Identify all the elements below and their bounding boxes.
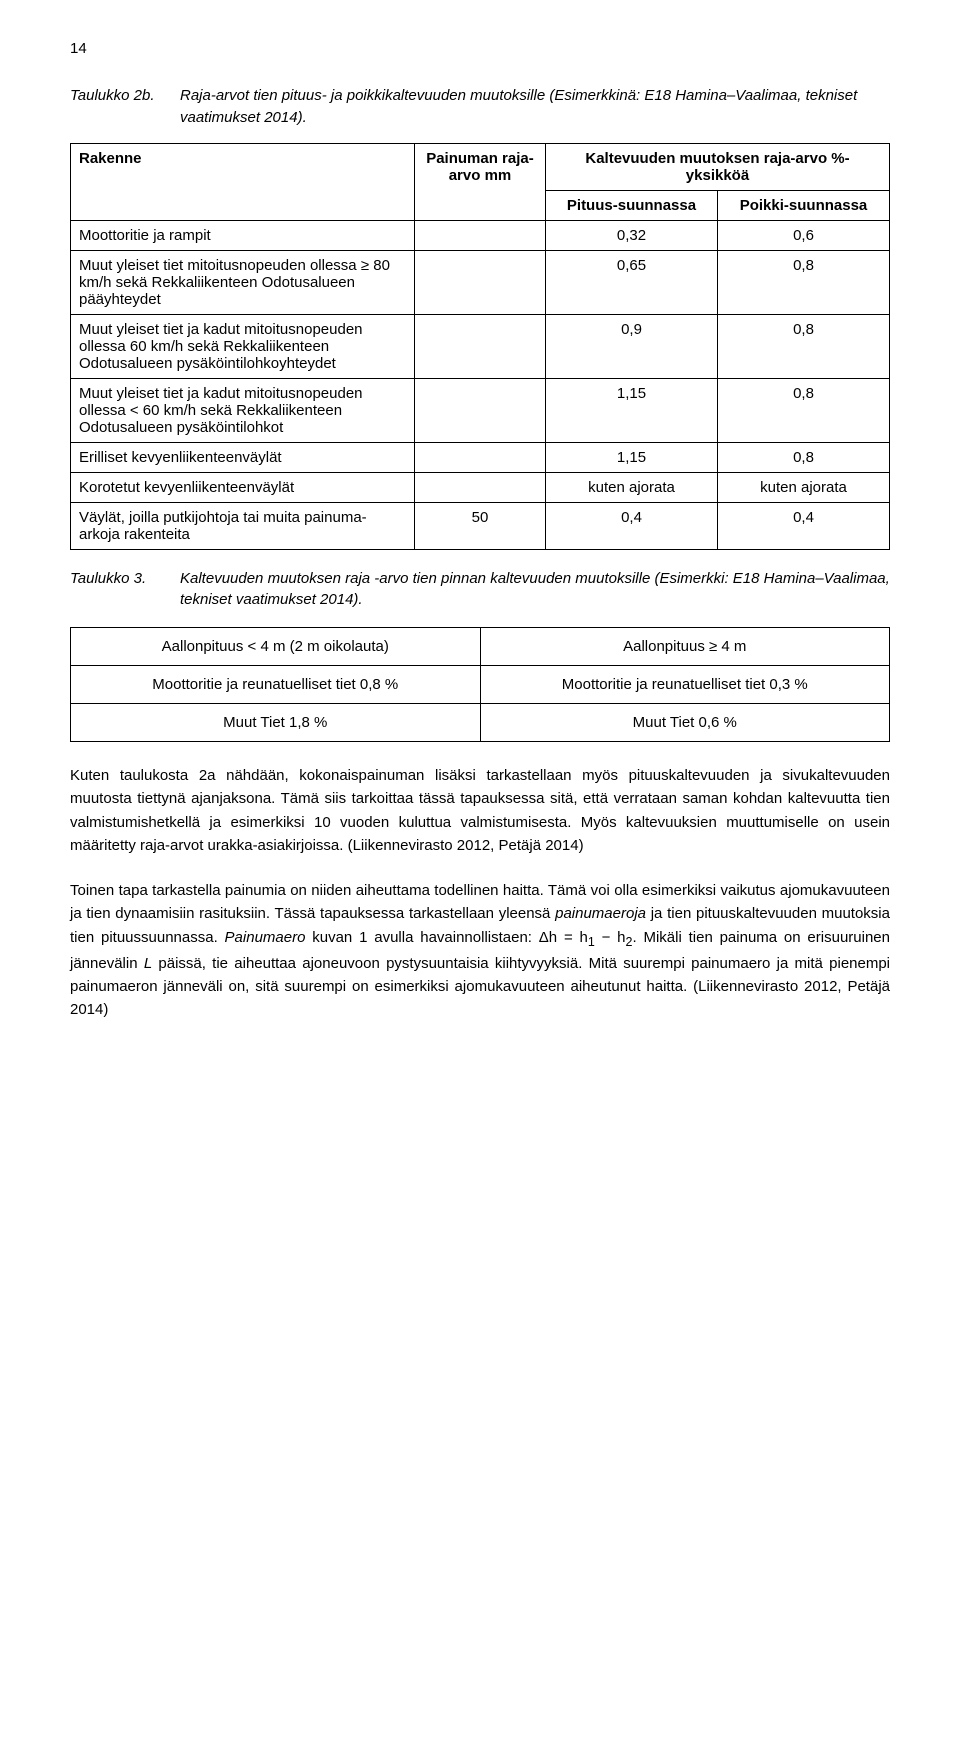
table-3-caption: Taulukko 3. Kaltevuuden muutoksen raja -…	[70, 568, 890, 612]
cell: 0,8	[717, 250, 889, 314]
text: päissä, tie aiheuttaa ajoneuvoon pystysu…	[70, 955, 890, 1019]
cell	[414, 378, 545, 442]
cell: 0,65	[546, 250, 718, 314]
table-row: Muut Tiet 1,8 % Muut Tiet 0,6 %	[71, 704, 890, 742]
cell: 1,15	[546, 378, 718, 442]
cell: 0,8	[717, 378, 889, 442]
header-rakenne: Rakenne	[71, 143, 415, 220]
cell: 50	[414, 502, 545, 549]
cell: 1,15	[546, 442, 718, 472]
header-painuma: Painuman raja-arvo mm	[414, 143, 545, 220]
cell: Muut Tiet 1,8 %	[71, 704, 481, 742]
cell	[414, 314, 545, 378]
caption-text: Raja-arvot tien pituus- ja poikkikaltevu…	[180, 85, 890, 129]
header-pituus: Pituus-suunnassa	[546, 190, 718, 220]
cell: Väylät, joilla putkijohtoja tai muita pa…	[71, 502, 415, 549]
cell: Aallonpituus ≥ 4 m	[480, 628, 890, 666]
cell: 0,32	[546, 220, 718, 250]
table-2b-caption: Taulukko 2b. Raja-arvot tien pituus- ja …	[70, 85, 890, 129]
caption-text: Kaltevuuden muutoksen raja -arvo tien pi…	[180, 568, 890, 612]
cell	[414, 250, 545, 314]
cell: Moottoritie ja reunatuelliset tiet 0,3 %	[480, 666, 890, 704]
page-number: 14	[70, 40, 890, 57]
cell	[414, 472, 545, 502]
table-row: Moottoritie ja reunatuelliset tiet 0,8 %…	[71, 666, 890, 704]
cell: Muut yleiset tiet ja kadut mitoitusnopeu…	[71, 378, 415, 442]
cell: 0,6	[717, 220, 889, 250]
table-row: Moottoritie ja rampit 0,32 0,6	[71, 220, 890, 250]
cell: Muut yleiset tiet ja kadut mitoitusnopeu…	[71, 314, 415, 378]
document-page: 14 Taulukko 2b. Raja-arvot tien pituus- …	[0, 0, 960, 1082]
table-row: Aallonpituus < 4 m (2 m oikolauta) Aallo…	[71, 628, 890, 666]
table-row: Muut yleiset tiet ja kadut mitoitusnopeu…	[71, 314, 890, 378]
cell: 0,4	[546, 502, 718, 549]
paragraph-1: Kuten taulukosta 2a nähdään, kokonaispai…	[70, 764, 890, 857]
cell: Korotetut kevyenliikenteenväylät	[71, 472, 415, 502]
header-poikki: Poikki-suunnassa	[717, 190, 889, 220]
table-3: Aallonpituus < 4 m (2 m oikolauta) Aallo…	[70, 627, 890, 742]
table-2b: Rakenne Painuman raja-arvo mm Kaltevuude…	[70, 143, 890, 550]
text-italic: painumaeroja	[555, 905, 646, 922]
cell: Muut Tiet 0,6 %	[480, 704, 890, 742]
table-row: Muut yleiset tiet ja kadut mitoitusnopeu…	[71, 378, 890, 442]
cell: Erilliset kevyenliikenteenväylät	[71, 442, 415, 472]
subscript: 1	[588, 935, 595, 949]
cell: kuten ajorata	[546, 472, 718, 502]
cell: 0,8	[717, 442, 889, 472]
text: kuvan 1 avulla havainnollistaen: Δh = h	[305, 929, 587, 946]
cell: 0,4	[717, 502, 889, 549]
table-row: Väylät, joilla putkijohtoja tai muita pa…	[71, 502, 890, 549]
table-header-row: Rakenne Painuman raja-arvo mm Kaltevuude…	[71, 143, 890, 190]
cell: Muut yleiset tiet mitoitusnopeuden olles…	[71, 250, 415, 314]
header-kaltevuus: Kaltevuuden muutoksen raja-arvo %-yksikk…	[546, 143, 890, 190]
text-italic: Painumaero	[225, 929, 306, 946]
cell: 0,9	[546, 314, 718, 378]
cell: Moottoritie ja reunatuelliset tiet 0,8 %	[71, 666, 481, 704]
paragraph-2: Toinen tapa tarkastella painumia on niid…	[70, 879, 890, 1022]
cell: Moottoritie ja rampit	[71, 220, 415, 250]
table-row: Korotetut kevyenliikenteenväylät kuten a…	[71, 472, 890, 502]
table-row: Erilliset kevyenliikenteenväylät 1,15 0,…	[71, 442, 890, 472]
cell	[414, 220, 545, 250]
cell: Aallonpituus < 4 m (2 m oikolauta)	[71, 628, 481, 666]
cell	[414, 442, 545, 472]
text: − h	[595, 929, 626, 946]
text-italic: L	[144, 955, 152, 972]
caption-label: Taulukko 3.	[70, 568, 180, 612]
table-row: Muut yleiset tiet mitoitusnopeuden olles…	[71, 250, 890, 314]
caption-label: Taulukko 2b.	[70, 85, 180, 129]
cell: kuten ajorata	[717, 472, 889, 502]
cell: 0,8	[717, 314, 889, 378]
